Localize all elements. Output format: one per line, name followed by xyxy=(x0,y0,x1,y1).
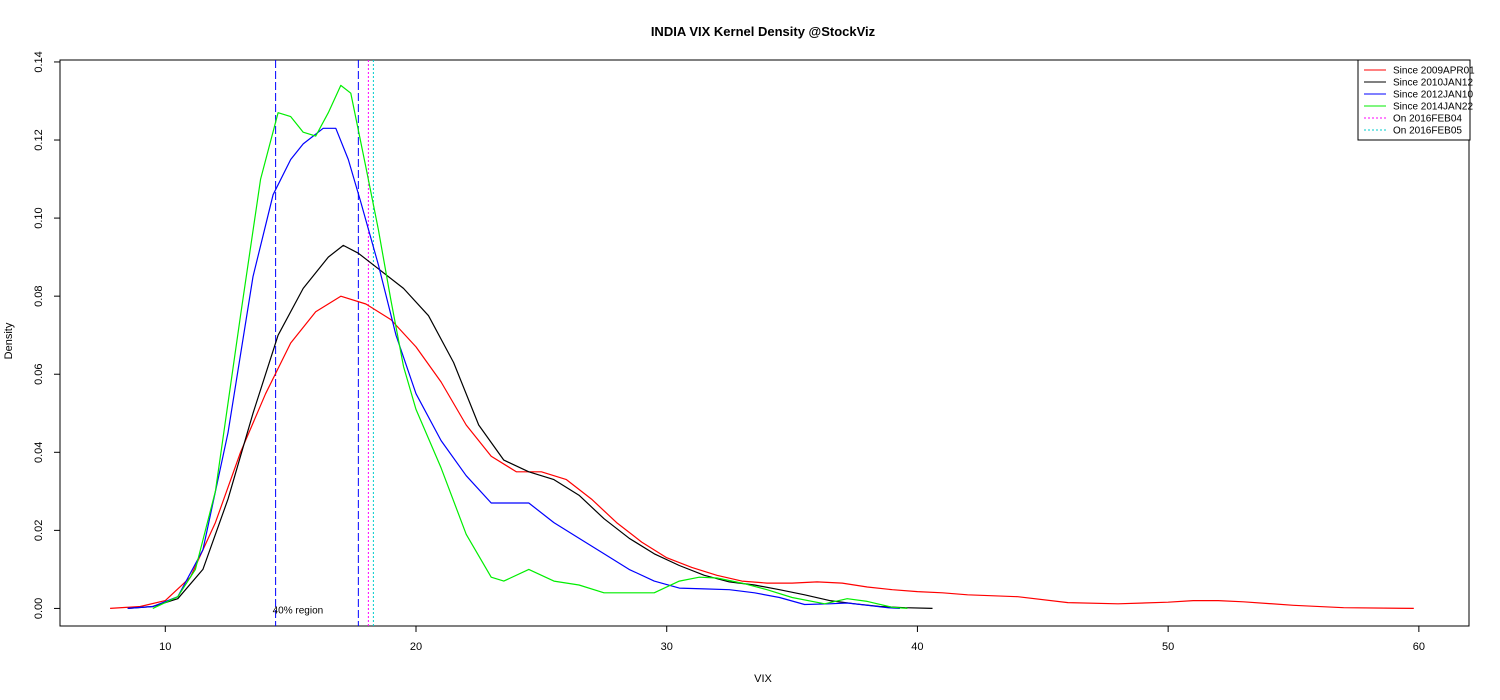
y-tick-label: 0.06 xyxy=(33,364,45,385)
x-tick-label: 10 xyxy=(159,641,171,653)
legend-label: Since 2014JAN22 xyxy=(1393,102,1473,113)
x-tick-label: 40 xyxy=(911,641,923,653)
series-line xyxy=(152,84,908,609)
x-tick-label: 20 xyxy=(410,641,422,653)
annotation-text: 40% region xyxy=(273,605,324,616)
y-tick-label: 0.02 xyxy=(33,520,45,541)
y-tick-label: 0.12 xyxy=(33,129,45,150)
x-axis-label: VIX xyxy=(754,673,772,685)
series-line xyxy=(127,127,900,609)
x-tick-label: 60 xyxy=(1413,641,1425,653)
y-tick-label: 0.00 xyxy=(33,598,45,619)
legend-label: Since 2012JAN10 xyxy=(1393,90,1473,101)
legend-label: Since 2010JAN12 xyxy=(1393,78,1473,89)
series-line xyxy=(127,244,933,609)
plot-frame xyxy=(59,59,1470,627)
y-tick-label: 0.04 xyxy=(33,442,45,463)
y-tick-label: 0.10 xyxy=(33,207,45,228)
y-tick-label: 0.14 xyxy=(33,51,45,72)
legend-label: On 2016FEB05 xyxy=(1393,126,1462,137)
series-line xyxy=(110,295,1414,609)
legend-box xyxy=(1357,59,1471,141)
legend-label: On 2016FEB04 xyxy=(1393,114,1462,125)
annotations: 40% region xyxy=(273,605,324,616)
x-tick-label: 50 xyxy=(1162,641,1174,653)
x-axis: 10 20 30 40 50 60 xyxy=(159,626,1425,653)
chart-title: INDIA VIX Kernel Density @StockViz xyxy=(651,24,876,39)
x-tick-label: 30 xyxy=(661,641,673,653)
y-axis-label: Density xyxy=(3,322,15,359)
y-axis: 0.00 0.02 0.04 0.06 0.08 0.10 0.12 0.14 xyxy=(33,51,60,619)
legend-label: Since 2009APR01 xyxy=(1393,66,1475,77)
y-tick-label: 0.08 xyxy=(33,285,45,306)
series-group xyxy=(110,84,1414,609)
